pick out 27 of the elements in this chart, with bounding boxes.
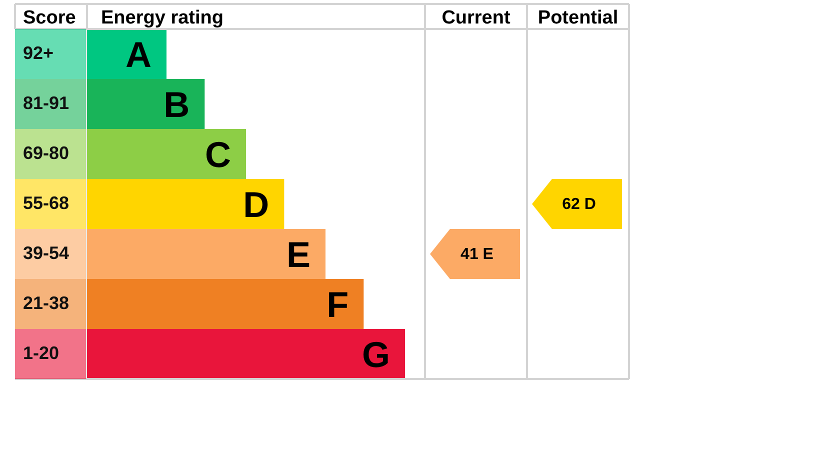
- annotation: C: [205, 134, 231, 175]
- bar: [87, 179, 284, 229]
- category-label: 62 D: [562, 196, 596, 213]
- text: Current: [442, 8, 511, 28]
- y-tick-label: 39-54: [23, 243, 70, 263]
- bar: [87, 129, 246, 179]
- bar: [87, 229, 326, 279]
- y-axis-title: Score: [23, 8, 76, 28]
- annotation: B: [164, 84, 190, 125]
- category-label: 41 E: [460, 246, 494, 263]
- annotation: G: [362, 334, 390, 375]
- bar: [87, 29, 166, 79]
- y-tick-label: 81-91: [23, 93, 70, 113]
- y-tick-label: 21-38: [23, 293, 70, 313]
- text: Potential: [538, 8, 618, 28]
- annotation: D: [243, 184, 270, 225]
- y-tick-label: 69-80: [23, 143, 70, 163]
- annotation: E: [286, 234, 310, 275]
- bar: [87, 329, 405, 379]
- annotation: F: [326, 284, 349, 325]
- y-tick-label: 1-20: [23, 343, 60, 363]
- bar: [87, 79, 205, 129]
- y-tick-label: 55-68: [23, 193, 70, 213]
- y-tick-label: 92+: [23, 43, 54, 63]
- annotation: A: [126, 34, 152, 75]
- x-axis-title: Energy rating: [101, 8, 224, 28]
- bar: [87, 279, 364, 329]
